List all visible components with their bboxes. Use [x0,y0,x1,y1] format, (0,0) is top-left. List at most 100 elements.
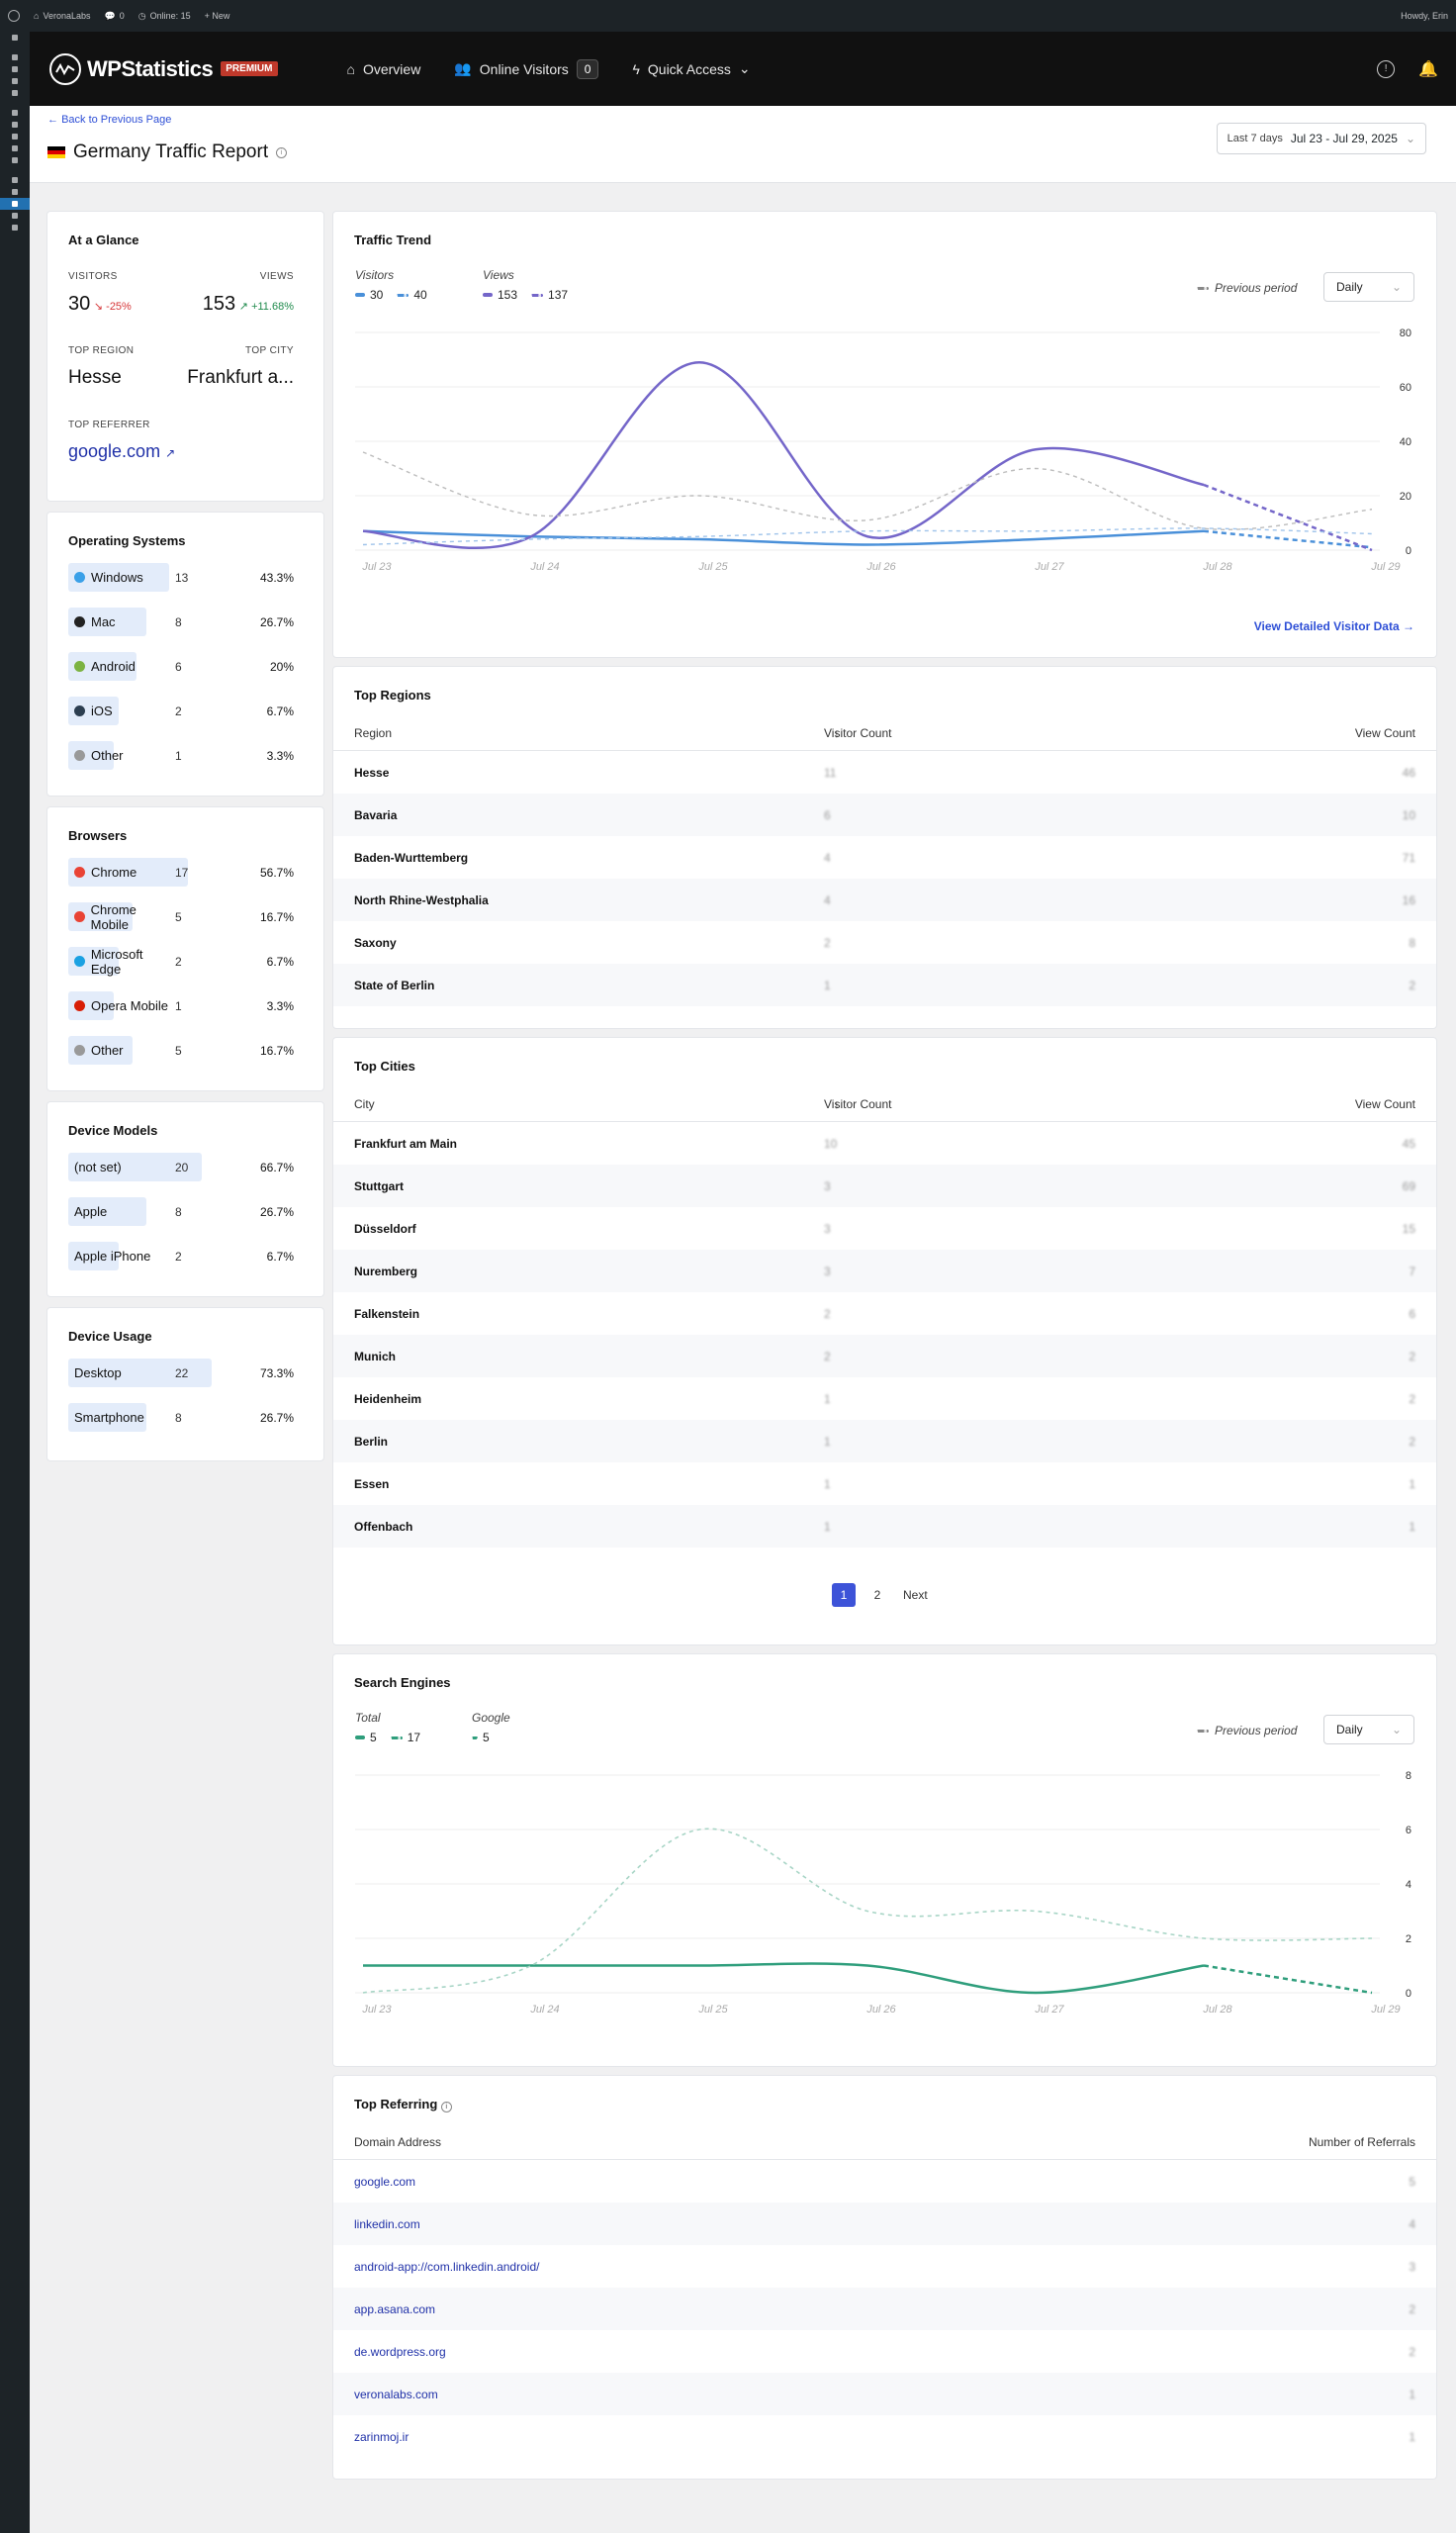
interval-select[interactable]: Daily ⌄ [1323,1715,1414,1744]
list-item[interactable]: Chrome 17 56.7% [68,850,294,894]
sort-arrow-icon[interactable]: ↓ [834,1097,840,1111]
table-row[interactable]: Nuremberg 3 7 [333,1250,1436,1292]
table-row[interactable]: Berlin 1 2 [333,1420,1436,1462]
table-row[interactable]: Frankfurt am Main 10 45 [333,1122,1436,1165]
legend-total-current[interactable]: 5 [355,1731,377,1744]
sort-arrow-icon[interactable]: ↓ [834,726,840,740]
comments-link[interactable]: 💬 0 [104,10,125,22]
table-row[interactable]: android-app://com.linkedin.android/3 [333,2245,1436,2288]
table-row[interactable]: Stuttgart 3 69 [333,1165,1436,1207]
howdy-user[interactable]: Howdy, Erin [1401,11,1448,21]
table-row[interactable]: North Rhine-Westphalia 4 16 [333,879,1436,921]
list-item[interactable]: Smartphone 8 26.7% [68,1395,294,1440]
item-percent: 26.7% [259,1410,294,1425]
next-page-button[interactable]: Next [903,1588,928,1602]
table-row[interactable]: Bavaria 6 10 [333,794,1436,836]
back-link[interactable]: ← Back to Previous Page [47,114,172,126]
table-row[interactable]: linkedin.com 4 [333,2203,1436,2245]
menu-mail-icon[interactable] [0,174,30,186]
legend-views-previous[interactable]: 137 [531,288,568,302]
nav-online-visitors[interactable]: 👥 Online Visitors 0 [454,58,599,79]
legend-visitors-previous[interactable]: 40 [397,288,427,302]
table-row[interactable]: app.asana.com 2 [333,2288,1436,2330]
view-detailed-visitor-data-link[interactable]: View Detailed Visitor Data → [1253,619,1414,633]
table-row[interactable]: Saxony 2 8 [333,921,1436,964]
table-row[interactable]: State of Berlin 1 2 [333,964,1436,1006]
nav-quick-access[interactable]: ϟ Quick Access ⌄ [632,60,750,77]
row-label[interactable]: app.asana.com [354,2301,436,2316]
page-2-button[interactable]: 2 [873,1588,881,1602]
menu-settings-icon[interactable] [0,154,30,166]
menu-appearance-icon[interactable] [0,107,30,119]
date-range-picker[interactable]: Last 7 days Jul 23 - Jul 29, 2025 ⌄ [1216,123,1426,154]
legend-views-current[interactable]: 153 [483,288,517,302]
online-link[interactable]: ◷ Online: 15 [137,10,191,22]
previous-period-toggle[interactable]: Previous period [1197,1724,1297,1737]
table-row[interactable]: Heidenheim 1 2 [333,1377,1436,1420]
list-item[interactable]: Chrome Mobile 5 16.7% [68,894,294,939]
menu-dashboard-icon[interactable] [0,32,30,44]
menu-plugins-icon[interactable] [0,119,30,131]
interval-select[interactable]: Daily ⌄ [1323,272,1414,302]
table-row[interactable]: Baden-Wurttemberg 4 71 [333,836,1436,879]
table-row[interactable]: veronalabs.com 1 [333,2373,1436,2415]
table-row[interactable]: Düsseldorf 3 15 [333,1207,1436,1250]
table-row[interactable]: Falkenstein 2 6 [333,1292,1436,1335]
site-name-link[interactable]: ⌂ VeronaLabs [34,11,91,21]
menu-users-icon[interactable] [0,131,30,142]
wordpress-icon[interactable] [8,10,20,22]
table-row[interactable]: Offenbach 1 1 [333,1505,1436,1548]
row-label[interactable]: de.wordpress.org [354,2344,446,2359]
table-row[interactable]: Essen 1 1 [333,1462,1436,1505]
page-1-button[interactable]: 1 [832,1583,856,1607]
new-content-link[interactable]: + New [204,11,230,21]
previous-period-toggle[interactable]: Previous period [1197,281,1297,295]
legend-visitors-current[interactable]: 30 [355,288,383,302]
list-item[interactable]: Opera Mobile 1 3.3% [68,984,294,1028]
column-header[interactable]: Visitor Count [824,1097,892,1111]
top-city-value: Frankfurt a... [187,367,294,388]
menu-forms-icon[interactable] [0,186,30,198]
row-label[interactable]: linkedin.com [354,2216,420,2231]
alert-icon[interactable]: ! [1377,59,1396,78]
top-referrer-link[interactable]: google.com ↗ [68,441,176,461]
table-row[interactable]: google.com 5 [333,2160,1436,2203]
list-item[interactable]: Apple iPhone 2 6.7% [68,1234,294,1278]
bell-icon[interactable]: 🔔 [1418,60,1438,78]
share-bar [68,1359,212,1387]
list-item[interactable]: Other 1 3.3% [68,733,294,778]
list-item[interactable]: Windows 13 43.3% [68,555,294,600]
list-item[interactable]: Android 6 20% [68,644,294,689]
info-icon[interactable]: i [440,2102,452,2112]
menu-collapse-icon[interactable] [0,222,30,234]
list-item[interactable]: Microsoft Edge 2 6.7% [68,939,294,984]
menu-comments-icon[interactable] [0,87,30,99]
list-item[interactable]: Apple 8 26.7% [68,1189,294,1234]
series-line [362,529,1205,546]
list-item[interactable]: Mac 8 26.7% [68,600,294,644]
info-icon[interactable]: i [276,146,288,158]
nav-overview[interactable]: ⌂ Overview [347,61,421,77]
table-row[interactable]: de.wordpress.org 2 [333,2330,1436,2373]
row-label[interactable]: google.com [354,2174,416,2189]
list-item[interactable]: Desktop 22 73.3% [68,1351,294,1395]
table-row[interactable]: Munich 2 2 [333,1335,1436,1377]
legend-total-previous[interactable]: 17 [390,1731,420,1744]
column-header[interactable]: Visitor Count [824,726,892,740]
row-label[interactable]: veronalabs.com [354,2387,438,2401]
menu-media-icon[interactable] [0,63,30,75]
menu-statistics-icon[interactable] [0,198,30,210]
list-item[interactable]: iOS 2 6.7% [68,689,294,733]
wp-statistics-logo[interactable]: WPStatistics PREMIUM [49,52,278,85]
menu-pages-icon[interactable] [0,75,30,87]
table-row[interactable]: zarinmoj.ir 1 [333,2415,1436,2458]
row-label[interactable]: zarinmoj.ir [354,2429,410,2444]
menu-tools-icon[interactable] [0,142,30,154]
legend-google-current[interactable]: 5 [472,1731,490,1744]
list-item[interactable]: Other 5 16.7% [68,1028,294,1073]
table-row[interactable]: Hesse 11 46 [333,751,1436,794]
row-label[interactable]: android-app://com.linkedin.android/ [354,2259,540,2274]
list-item[interactable]: (not set) 20 66.7% [68,1145,294,1189]
menu-analytics-icon[interactable] [0,210,30,222]
menu-posts-icon[interactable] [0,51,30,63]
